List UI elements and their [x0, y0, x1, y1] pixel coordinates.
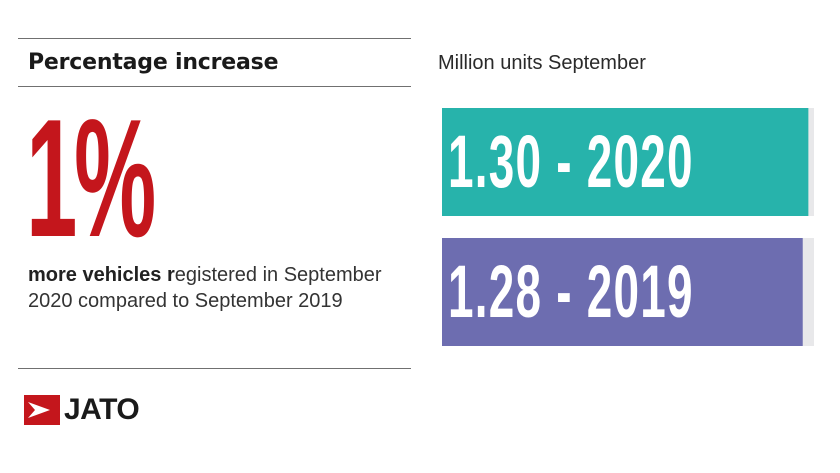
- bar-2019: [442, 238, 803, 346]
- bar-label-2019: 1.28 - 2019: [448, 250, 694, 333]
- top-divider: [18, 38, 411, 39]
- bottom-divider: [18, 368, 411, 369]
- section-heading: Percentage increase: [28, 50, 279, 75]
- chart-title: Million units September: [438, 52, 646, 74]
- increase-description: more vehicles registered in September 20…: [28, 262, 408, 314]
- description-rest: egistered in September 2020 compared to …: [28, 264, 382, 312]
- brand-name: JATO: [64, 393, 140, 426]
- jato-logo: JATO: [24, 393, 140, 427]
- description-bold: more vehicles r: [28, 264, 175, 286]
- bar-label-2020: 1.30 - 2020: [448, 120, 694, 203]
- bar-2020: [442, 108, 809, 216]
- heading-divider: [18, 86, 411, 87]
- jato-flag-icon: [24, 395, 60, 425]
- percentage-value: 1%: [26, 84, 156, 272]
